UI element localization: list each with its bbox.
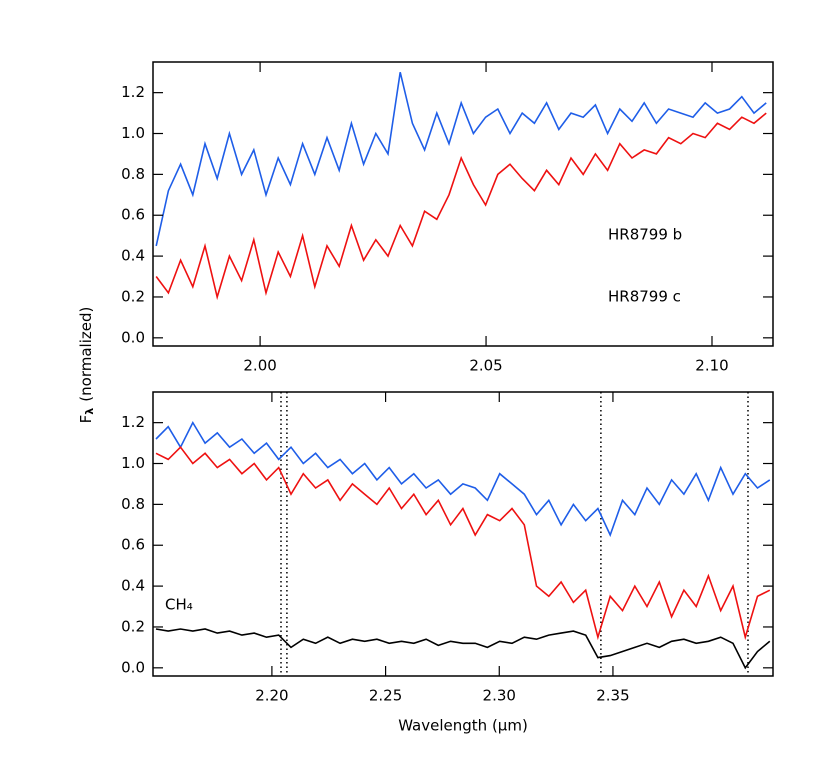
y-tick-label: 0.8 <box>121 165 145 183</box>
y-tick-label: 1.0 <box>121 454 145 472</box>
x-tick-label: 2.30 <box>483 687 516 705</box>
series-line <box>155 628 771 670</box>
series-label: CH₄ <box>165 596 193 614</box>
y-tick-label: 1.0 <box>121 124 145 142</box>
y-tick-label: 0.6 <box>121 536 145 554</box>
x-tick-label: 2.00 <box>243 357 276 375</box>
series-line <box>155 72 767 247</box>
y-tick-label: 1.2 <box>121 83 145 101</box>
series-line <box>155 445 771 641</box>
x-tick-label: 2.25 <box>369 687 402 705</box>
x-tick-label: 2.20 <box>255 687 288 705</box>
y-tick-label: 0.8 <box>121 495 145 513</box>
series-line <box>155 112 767 301</box>
plot-frame <box>152 61 774 347</box>
y-tick-label: 0.2 <box>121 617 145 635</box>
series-label: HR8799 c <box>608 288 681 306</box>
y-tick-label: 0.2 <box>121 287 145 305</box>
x-tick-label: 2.05 <box>469 357 502 375</box>
y-tick-label: 0.4 <box>121 577 145 595</box>
y-tick-label: 0.0 <box>121 658 145 676</box>
y-tick-label: 0.4 <box>121 247 145 265</box>
y-tick-label: 0.6 <box>121 206 145 224</box>
series-line <box>155 420 771 538</box>
y-tick-label: 0.0 <box>121 328 145 346</box>
y-label-subscript: λ <box>83 408 96 415</box>
x-tick-label: 2.35 <box>596 687 629 705</box>
y-axis-label: Fλ (normalized) <box>77 307 97 424</box>
x-axis-label: Wavelength (μm) <box>398 717 528 735</box>
y-tick-label: 1.2 <box>121 413 145 431</box>
series-label: HR8799 b <box>608 226 682 244</box>
y-label-symbol: F <box>77 415 95 424</box>
plot-frame <box>152 391 774 677</box>
y-label-text: (normalized) <box>77 307 95 402</box>
x-tick-label: 2.10 <box>695 357 728 375</box>
